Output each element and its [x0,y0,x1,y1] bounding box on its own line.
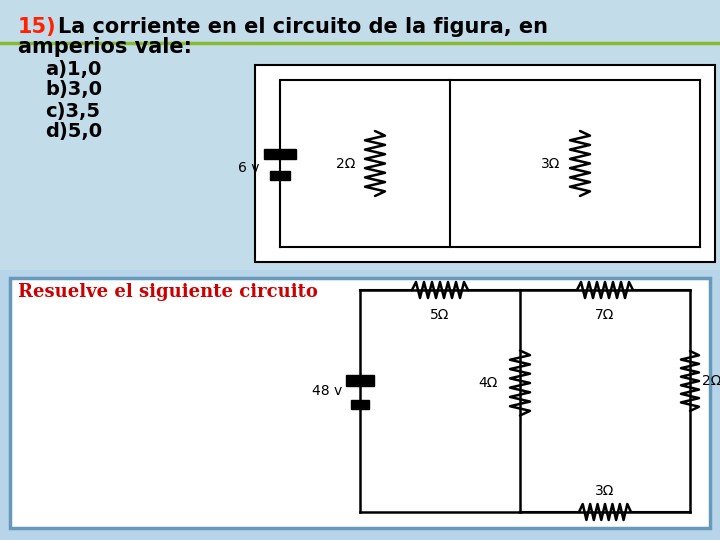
Text: c)3,5: c)3,5 [45,102,100,120]
Bar [346,375,374,386]
Text: a)1,0: a)1,0 [45,59,102,78]
Bar [264,148,296,159]
Text: amperios vale:: amperios vale: [18,37,192,57]
Text: 5Ω: 5Ω [431,308,450,322]
Text: 15): 15) [18,17,57,37]
Text: 48 v: 48 v [312,384,342,398]
Polygon shape [0,0,720,270]
Text: b)3,0: b)3,0 [45,80,102,99]
Text: d)5,0: d)5,0 [45,123,102,141]
Text: 3Ω: 3Ω [595,484,615,498]
Text: 6 v: 6 v [238,161,260,176]
Bar [255,65,715,262]
Text: 3Ω: 3Ω [541,157,560,171]
Text: Resuelve el siguiente circuito: Resuelve el siguiente circuito [18,283,318,301]
Text: 2Ω: 2Ω [702,374,720,388]
Bar [10,278,710,528]
Text: 2Ω: 2Ω [336,157,355,171]
Bar [351,400,369,409]
Bar [270,171,290,179]
Text: 4Ω: 4Ω [479,376,498,390]
Text: 7Ω: 7Ω [595,308,615,322]
Text: La corriente en el circuito de la figura, en: La corriente en el circuito de la figura… [58,17,548,37]
